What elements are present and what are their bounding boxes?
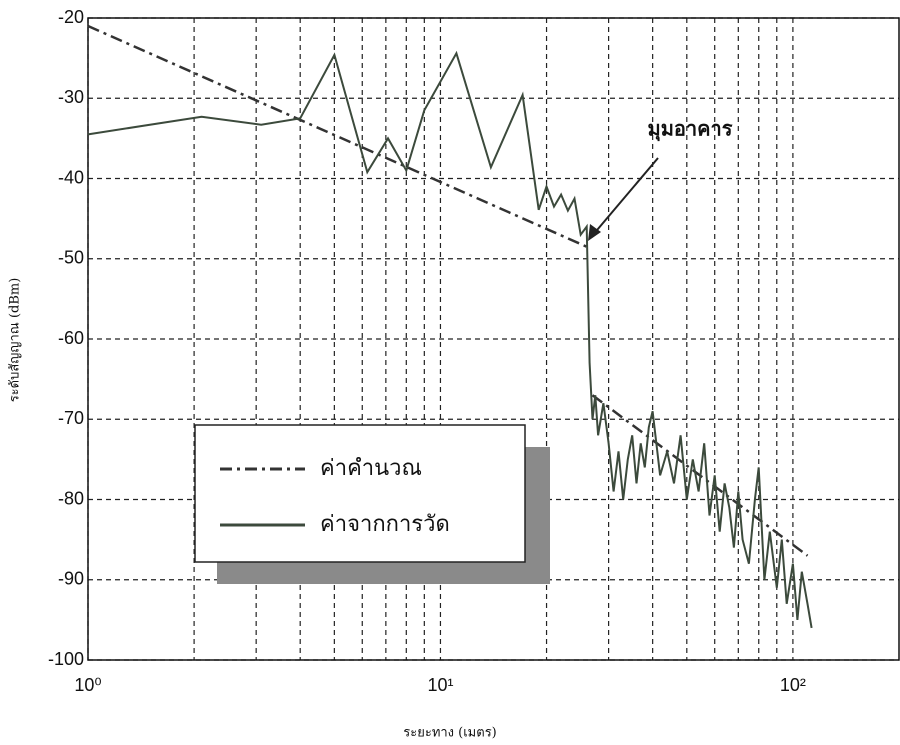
y-tick-label: -80	[58, 488, 84, 508]
legend-label: ค่าคำนวณ	[320, 456, 422, 481]
y-tick-label: -50	[58, 248, 84, 268]
x-axis-label: ระยะทาง (เมตร)	[403, 726, 497, 741]
plot-frame	[87, 17, 900, 661]
annotation-arrow	[591, 157, 659, 237]
x-tick-label: 10¹	[427, 675, 453, 695]
x-tick-label: 10²	[780, 675, 806, 695]
annotation-arrowhead	[588, 224, 601, 241]
legend-box	[194, 424, 526, 563]
legend-label: ค่าจากการวัด	[320, 512, 450, 537]
y-tick-label: -100	[48, 649, 84, 669]
y-tick-label: -90	[58, 569, 84, 589]
y-tick-label: -20	[58, 7, 84, 27]
y-axis-label: ระดับสัญญาณ (dBm)	[8, 278, 23, 403]
y-tick-label: -70	[58, 408, 84, 428]
y-tick-label: -60	[58, 328, 84, 348]
x-tick-label: 10⁰	[74, 675, 101, 695]
annotation: มุมอาคาร	[648, 117, 733, 142]
series-line	[87, 50, 813, 629]
y-tick-label: -30	[58, 87, 84, 107]
y-tick-label: -40	[58, 167, 84, 187]
